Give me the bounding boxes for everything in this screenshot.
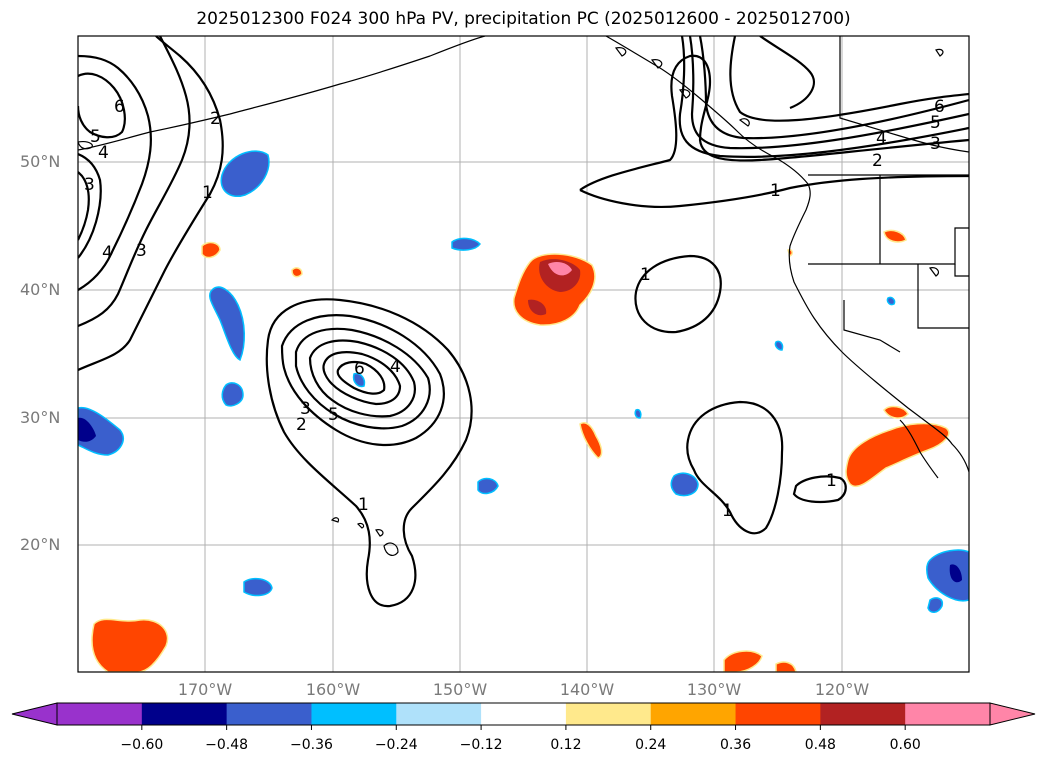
colorbar-cell	[481, 703, 567, 725]
colorbar-tick-label: −0.36	[290, 737, 333, 753]
colorbar-tick-label: 0.36	[719, 737, 752, 753]
contour-label-5: 5	[930, 113, 941, 133]
contour-label-3: 3	[84, 175, 95, 195]
lon-label-160w: 160°W	[305, 680, 361, 699]
lon-label-170w: 170°W	[177, 680, 233, 699]
contour-label-1: 1	[770, 181, 781, 201]
colorbar-cell	[650, 703, 737, 725]
lon-label-140w: 140°W	[559, 680, 615, 699]
aleutian-coast	[78, 36, 486, 151]
contour-label-4: 4	[390, 357, 401, 377]
lat-label-20n: 20°N	[20, 535, 61, 554]
contour-label-3: 3	[136, 241, 147, 261]
colorbar-tick-label: −0.24	[374, 737, 418, 753]
colorbar-tick-label: −0.12	[459, 737, 503, 753]
colorbar-tick-label: −0.60	[120, 737, 164, 753]
pv-contour-ring-1	[265, 298, 473, 608]
pv-contour-labels: 6 5 4 3 2 1 4 3 6 4 5 2 3 1 1 1 1 1 2 3 …	[84, 97, 945, 521]
colorbar	[11, 702, 1036, 730]
colorbar-tick-label: −0.48	[205, 737, 249, 753]
colorbar-cell	[735, 703, 821, 725]
contour-label-2: 2	[210, 109, 221, 129]
neg-blob-aleutian	[220, 150, 270, 197]
contour-label-5: 5	[328, 405, 339, 425]
lat-label-50n: 50°N	[20, 152, 61, 171]
colorbar-tick-label: 0.12	[550, 737, 582, 753]
contour-label-6: 6	[934, 97, 945, 117]
contour-label-1: 1	[722, 501, 733, 521]
contour-label-1: 1	[358, 495, 369, 515]
contour-label-1: 1	[826, 471, 837, 491]
contour-label-2: 2	[872, 151, 883, 171]
colorbar-cell	[565, 703, 652, 725]
colorbar-cell	[905, 703, 991, 725]
lat-label-30n: 30°N	[20, 408, 61, 427]
colorbar-outline	[56, 702, 991, 726]
map-background	[78, 36, 969, 672]
neg-blob-west-dateline	[208, 286, 245, 362]
colorbar-cell	[226, 703, 312, 725]
colorbar-extend-high	[989, 702, 1036, 726]
contour-label-2: 2	[296, 415, 307, 435]
contour-label-6: 6	[354, 359, 365, 379]
contour-label-4: 4	[98, 143, 109, 163]
colorbar-cell	[141, 703, 228, 725]
colorbar-extend-low	[11, 702, 58, 726]
map-title: 2025012300 F024 300 hPa PV, precipitatio…	[196, 9, 851, 29]
colorbar-tick-label: 0.60	[889, 737, 921, 753]
contour-label-1: 1	[640, 265, 651, 285]
pv-contours	[78, 36, 969, 608]
colorbar-tick-label: 0.24	[635, 737, 667, 753]
precip-positive-areas	[91, 229, 950, 672]
lat-label-40n: 40°N	[20, 280, 61, 299]
map-frame	[77, 35, 970, 673]
lon-label-120w: 120°W	[814, 680, 870, 699]
precip-negative-areas	[78, 150, 969, 613]
colorbar-tick-label: 0.48	[804, 737, 836, 753]
contour-label-4: 4	[876, 129, 887, 149]
colorbar-cell	[820, 703, 906, 725]
colorbar-cell	[396, 703, 482, 725]
colorbar-cell	[311, 703, 397, 725]
colorbar-cell	[57, 703, 143, 725]
contour-label-6: 6	[114, 97, 125, 117]
contour-label-5: 5	[90, 127, 101, 147]
contour-label-3: 3	[930, 134, 941, 154]
lon-label-130w: 130°W	[686, 680, 742, 699]
coastlines	[78, 36, 969, 556]
lon-label-150w: 150°W	[432, 680, 488, 699]
contour-label-3: 3	[300, 399, 311, 419]
contour-label-4: 4	[102, 243, 113, 263]
contour-label-1: 1	[202, 183, 213, 203]
